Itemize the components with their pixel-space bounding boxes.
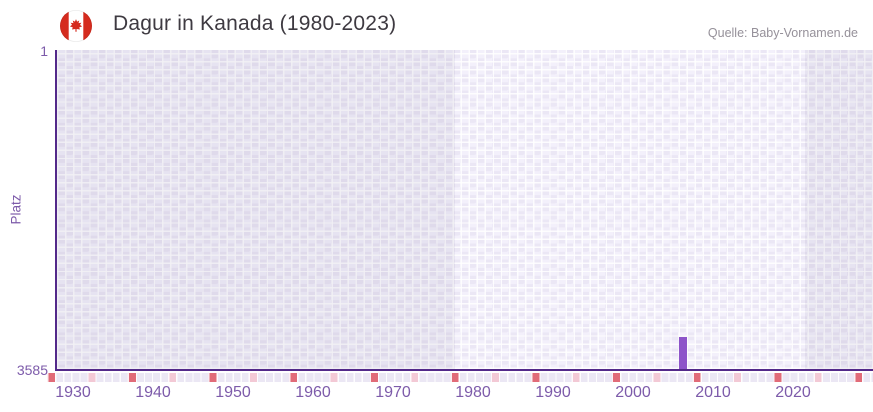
y-tick-bottom: 3585	[16, 362, 48, 378]
decade-marker-strip	[47, 373, 873, 382]
x-axis: 1930 1940 1950 1960 1970 1980 1990 2000 …	[0, 384, 873, 404]
shaded-band-pre-1978	[57, 50, 455, 369]
chart-title: Dagur in Kanada (1980-2023)	[113, 12, 397, 35]
x-tick-1950: 1950	[215, 384, 251, 401]
bar-2006[interactable]	[679, 337, 687, 369]
x-tick-2020: 2020	[775, 384, 811, 401]
x-tick-2010: 2010	[695, 384, 731, 401]
y-tick-top: 1	[40, 43, 48, 59]
y-axis-title: Platz	[8, 194, 24, 225]
x-tick-1980: 1980	[455, 384, 491, 401]
x-tick-1960: 1960	[295, 384, 331, 401]
x-tick-1990: 1990	[535, 384, 571, 401]
x-tick-1930: 1930	[55, 384, 91, 401]
x-tick-1940: 1940	[135, 384, 171, 401]
source-attribution: Quelle: Baby-Vornamen.de	[707, 26, 858, 40]
x-tick-2000: 2000	[615, 384, 651, 401]
grid-background	[57, 50, 873, 369]
canada-flag-icon	[60, 10, 92, 42]
shaded-band-post-2021	[805, 50, 873, 369]
plot-area	[55, 50, 873, 371]
x-tick-1970: 1970	[375, 384, 411, 401]
